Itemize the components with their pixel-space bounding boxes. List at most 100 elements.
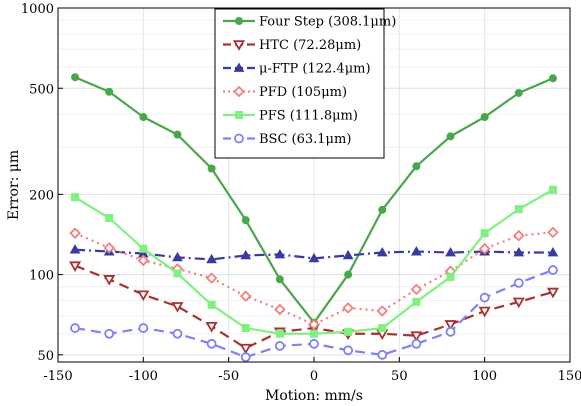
data-point [446, 272, 455, 281]
legend-entry: PFS (111.8μm) [223, 109, 358, 124]
data-point [275, 275, 284, 284]
data-point [376, 247, 388, 257]
data-point [548, 74, 557, 83]
data-point [205, 321, 218, 333]
data-point [274, 248, 286, 259]
legend-entry: PFD (105μm) [223, 85, 347, 100]
data-point [139, 244, 148, 253]
data-point [412, 162, 421, 171]
legend-marker [233, 85, 245, 98]
x-tick-label: 0 [310, 369, 318, 384]
data-point [241, 324, 250, 333]
data-point [344, 270, 353, 279]
data-point [138, 323, 149, 333]
x-tick-label: 150 [558, 369, 581, 384]
data-point [547, 226, 559, 239]
y-tick-label: 50 [37, 349, 54, 364]
data-point [342, 302, 354, 314]
legend-label: Four Step (308.1μm) [259, 15, 396, 30]
data-point [240, 249, 252, 260]
x-tick-label: -150 [43, 369, 72, 384]
legend-marker [235, 17, 243, 25]
data-point [410, 283, 423, 296]
data-point [512, 297, 525, 309]
data-point [308, 318, 320, 331]
data-point [172, 251, 183, 262]
data-point [480, 229, 489, 238]
data-point [378, 205, 387, 214]
data-point [377, 349, 388, 360]
data-point [378, 324, 387, 333]
data-point [205, 272, 218, 284]
x-tick-label: -50 [218, 369, 239, 384]
series-4 [71, 185, 557, 338]
x-axis-label: Motion: mm/s [265, 388, 363, 404]
data-point [446, 132, 455, 141]
y-axis-label: Error: μm [6, 150, 22, 220]
data-point [444, 320, 457, 331]
data-point [137, 254, 150, 267]
data-point [445, 326, 456, 337]
data-point [479, 292, 490, 303]
data-point [412, 297, 421, 306]
legend-label: HTC (72.28μm) [259, 38, 361, 53]
data-point [547, 247, 559, 257]
legend-entry: BSC (63.1μm) [223, 132, 351, 147]
y-tick-label: 100 [29, 269, 54, 284]
data-point [105, 214, 114, 223]
y-tick-label: 200 [29, 188, 54, 203]
data-point [104, 328, 115, 339]
data-point [478, 242, 491, 255]
data-point [514, 205, 523, 214]
data-point [69, 227, 81, 239]
x-tick-label: 100 [472, 369, 497, 384]
y-tick-label: 1000 [21, 2, 54, 17]
data-point [309, 338, 319, 349]
data-point [513, 229, 525, 242]
data-point [445, 247, 456, 257]
series-layer [69, 73, 559, 363]
data-point [103, 242, 115, 254]
data-point [308, 252, 320, 263]
data-point [546, 287, 559, 299]
legend-label: μ-FTP (122.4μm) [259, 62, 371, 77]
legend-label: PFS (111.8μm) [259, 109, 358, 124]
data-point [513, 247, 525, 257]
legend-entry: HTC (72.28μm) [223, 38, 361, 53]
legend-marker [233, 62, 245, 72]
legend-label: BSC (63.1μm) [259, 132, 351, 147]
data-point [71, 73, 80, 82]
data-point [171, 302, 184, 313]
data-point [69, 244, 81, 254]
y-tick-label: 500 [29, 82, 54, 97]
legend-box [214, 8, 385, 159]
data-point [139, 113, 148, 122]
data-point [343, 345, 354, 356]
data-point [548, 185, 557, 194]
data-point [274, 341, 285, 351]
legend-label: PFD (105μm) [259, 85, 347, 100]
data-point [70, 323, 80, 333]
series-line [74, 231, 554, 326]
legend: Four Step (308.1μm) HTC (72.28μm) μ-FTP (1… [214, 8, 396, 159]
data-point [207, 164, 216, 173]
data-point [206, 253, 217, 264]
legend-marker [235, 111, 243, 119]
data-point [173, 269, 182, 278]
x-tick-label: 50 [391, 369, 408, 384]
data-point [71, 193, 80, 202]
legend-entry: μ-FTP (122.4μm) [223, 62, 371, 77]
data-point [275, 329, 284, 338]
data-point [239, 290, 252, 302]
data-point [376, 305, 389, 317]
data-point [206, 338, 217, 349]
data-point [342, 249, 354, 260]
data-point [411, 246, 422, 256]
legend-entry: Four Step (308.1μm) [223, 15, 396, 30]
data-point [105, 87, 114, 96]
data-point [310, 329, 318, 338]
data-point [480, 113, 489, 122]
axis-ticks: -150 -100 -50 0 50 100 150 50 100 200 500 1000 [21, 2, 581, 384]
data-point [513, 278, 524, 288]
